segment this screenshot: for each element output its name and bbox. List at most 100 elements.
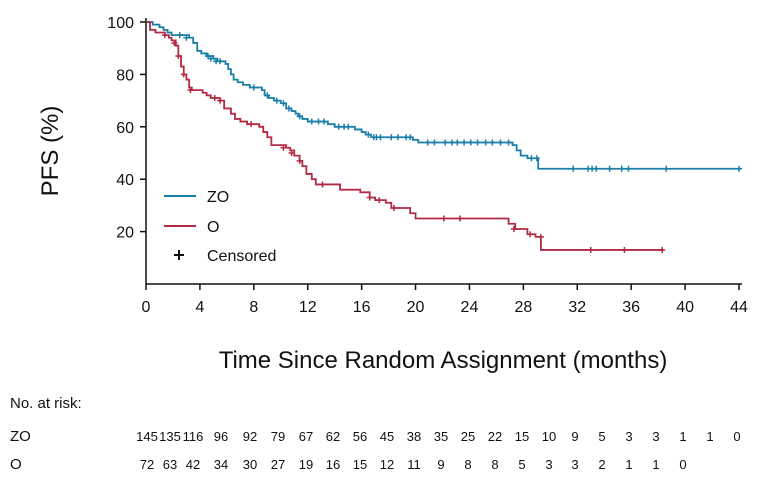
censor-mark-zo-31: [461, 139, 468, 146]
censor-mark-zo-22: [388, 134, 395, 141]
risk-value-zo-18: 3: [625, 429, 632, 444]
risk-value-zo-19: 3: [652, 429, 659, 444]
censor-mark-o-21: [621, 246, 628, 253]
x-axis-ticks: 0 4 8 12 16 20 24 28 32 36 40 44: [142, 284, 748, 316]
y-tick-label-4: 100: [107, 15, 134, 32]
risk-value-o-12: 8: [464, 457, 471, 472]
censor-mark-zo-6: [250, 84, 257, 91]
risk-value-o-15: 3: [545, 457, 552, 472]
censor-mark-zo-28: [442, 139, 449, 146]
censor-mark-o-22: [659, 246, 666, 253]
legend-item-censored: Censored: [174, 248, 276, 265]
censor-mark-zo-37: [505, 139, 512, 146]
x-tick-label-7: 28: [514, 299, 532, 316]
censor-mark-o-2: [175, 53, 182, 60]
censor-mark-o-14: [390, 205, 397, 212]
censor-mark-zo-46: [625, 165, 632, 172]
censor-mark-zo-26: [424, 139, 431, 146]
y-tick-label-2: 60: [116, 120, 134, 137]
series-layer: [146, 21, 742, 253]
x-tick-label-11: 44: [730, 299, 748, 316]
legend: ZO O Censored: [164, 189, 276, 265]
risk-value-zo-12: 25: [461, 429, 475, 444]
censor-mark-zo-30: [454, 139, 461, 146]
series-line-o: [146, 21, 664, 251]
x-tick-label-9: 36: [622, 299, 640, 316]
risk-value-o-9: 12: [380, 457, 394, 472]
risk-value-o-7: 16: [326, 457, 340, 472]
risk-value-zo-15: 10: [542, 429, 556, 444]
censor-mark-zo-45: [618, 165, 625, 172]
risk-value-o-1: 63: [163, 457, 177, 472]
risk-value-zo-17: 5: [598, 429, 605, 444]
legend-item-zo: ZO: [164, 189, 229, 206]
risk-value-zo-0: 145: [136, 429, 158, 444]
censor-mark-o-16: [457, 215, 464, 222]
censor-mark-o-3: [180, 71, 187, 78]
censor-mark-o-9: [288, 150, 295, 156]
censor-mark-o-10: [296, 157, 303, 164]
censor-mark-o-0: [161, 32, 168, 39]
censor-mark-o-15: [440, 215, 447, 222]
x-tick-label-10: 40: [676, 299, 694, 316]
risk-value-o-20: 0: [679, 457, 686, 472]
censor-mark-zo-39: [533, 155, 540, 162]
y-tick-label-1: 40: [116, 172, 134, 189]
censor-mark-zo-1: [183, 34, 190, 41]
censor-mark-zo-27: [431, 139, 438, 146]
risk-value-o-8: 15: [353, 457, 367, 472]
risk-value-zo-1: 135: [159, 429, 181, 444]
risk-value-o-10: 11: [407, 457, 421, 472]
risk-value-zo-16: 9: [571, 429, 578, 444]
risk-value-zo-8: 56: [353, 429, 367, 444]
censor-mark-o-8: [280, 144, 287, 151]
risk-value-o-14: 5: [518, 457, 525, 472]
risk-value-zo-20: 1: [679, 429, 686, 444]
legend-item-o: O: [164, 219, 219, 236]
censor-mark-o-6: [217, 97, 224, 104]
censor-mark-o-11: [319, 181, 326, 188]
censor-mark-zo-43: [593, 165, 600, 172]
censor-mark-zo-17: [345, 123, 352, 130]
risk-value-zo-9: 45: [380, 429, 394, 444]
x-tick-label-4: 16: [353, 299, 371, 316]
risk-row-zo: 145 135 116 96 92 79 67 62 56 45 38 35 25 22 15 10 9 5 3 3 1…: [136, 429, 740, 444]
censor-mark-zo-23: [395, 134, 402, 141]
risk-value-zo-22: 0: [733, 429, 740, 444]
risk-value-o-3: 34: [214, 457, 228, 472]
censor-mark-zo-14: [320, 118, 327, 125]
risk-value-zo-4: 92: [243, 429, 257, 444]
risk-row-label-zo: ZO: [10, 428, 31, 445]
x-axis-title: Time Since Random Assignment (months): [219, 347, 668, 374]
censor-mark-o-19: [537, 233, 544, 240]
risk-value-o-17: 2: [598, 457, 605, 472]
censor-mark-zo-32: [467, 139, 474, 146]
risk-value-zo-7: 62: [326, 429, 340, 444]
risk-value-o-2: 42: [186, 457, 200, 472]
censor-mark-zo-0: [176, 32, 183, 39]
censor-mark-zo-44: [606, 165, 613, 172]
series-line-zo: [146, 21, 739, 170]
censor-mark-o-5: [211, 94, 218, 101]
censor-mark-zo-10: [285, 105, 292, 112]
x-tick-label-2: 8: [249, 299, 258, 316]
censor-mark-zo-40: [570, 165, 577, 172]
censor-mark-o-20: [587, 246, 594, 253]
censor-mark-zo-25: [407, 134, 414, 141]
censor-mark-zo-21: [377, 134, 384, 141]
risk-value-o-11: 9: [437, 457, 444, 472]
censor-mark-zo-29: [448, 139, 455, 146]
risk-value-zo-21: 1: [706, 429, 713, 444]
legend-label-zo: ZO: [207, 189, 229, 206]
risk-value-zo-13: 22: [488, 429, 502, 444]
legend-plus-icon: [174, 250, 184, 260]
censor-mark-zo-3: [207, 55, 214, 62]
risk-value-zo-2: 116: [183, 429, 204, 444]
risk-value-o-6: 19: [299, 457, 313, 472]
risk-row-label-o: O: [10, 456, 22, 473]
censor-mark-zo-35: [489, 139, 496, 146]
censor-mark-zo-15: [335, 123, 342, 130]
risk-value-o-13: 8: [491, 457, 498, 472]
legend-label-censored: Censored: [207, 248, 276, 265]
